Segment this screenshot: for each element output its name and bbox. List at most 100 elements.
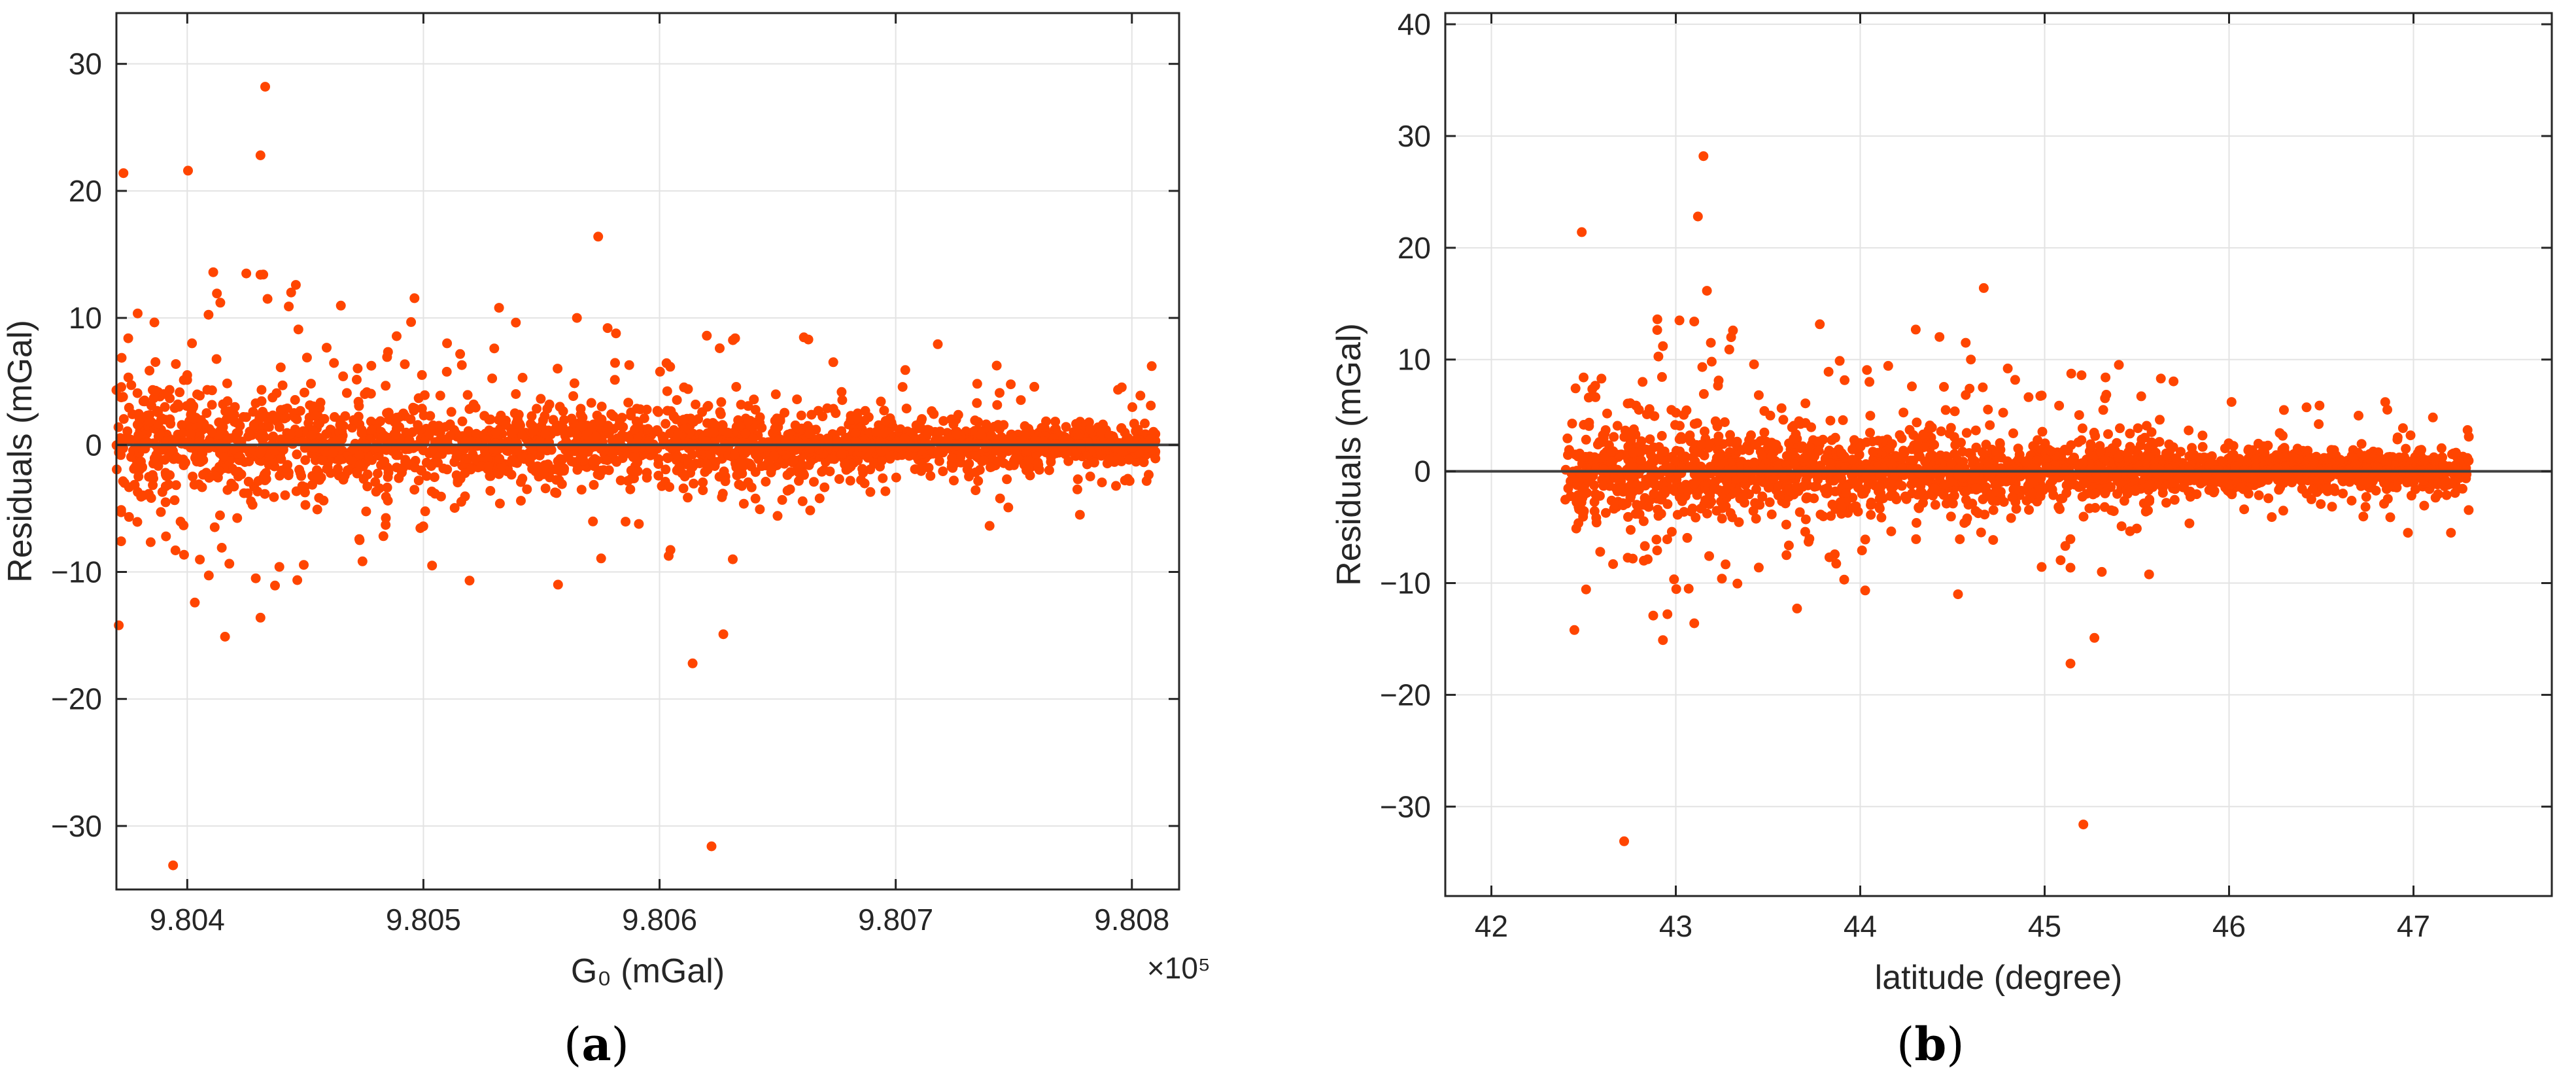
data-point bbox=[1874, 502, 1884, 512]
data-point bbox=[2394, 452, 2405, 462]
data-point bbox=[511, 389, 521, 399]
data-point bbox=[133, 308, 143, 319]
data-point bbox=[271, 388, 282, 398]
data-point bbox=[702, 330, 712, 341]
data-point bbox=[804, 429, 815, 439]
data-point bbox=[2169, 376, 2179, 387]
data-point bbox=[2108, 506, 2119, 516]
data-point bbox=[250, 573, 261, 583]
data-point bbox=[2008, 428, 2018, 438]
data-point bbox=[569, 378, 579, 388]
data-point bbox=[171, 359, 181, 370]
data-point bbox=[253, 476, 264, 486]
data-point bbox=[349, 415, 359, 425]
data-point bbox=[248, 407, 258, 417]
data-point bbox=[1886, 526, 1897, 536]
data-point bbox=[661, 358, 672, 368]
data-point bbox=[290, 395, 300, 405]
data-point bbox=[603, 421, 613, 431]
data-point bbox=[1146, 361, 1157, 371]
data-point bbox=[611, 328, 621, 339]
data-point bbox=[703, 462, 713, 472]
data-point bbox=[698, 485, 708, 496]
data-point bbox=[1609, 432, 1619, 442]
data-point bbox=[163, 479, 174, 490]
data-point bbox=[602, 323, 613, 334]
data-point bbox=[2021, 495, 2032, 506]
data-point bbox=[1955, 534, 1965, 544]
data-point bbox=[672, 451, 683, 461]
data-point bbox=[738, 498, 749, 509]
data-point bbox=[2428, 412, 2438, 423]
data-point bbox=[1781, 451, 1792, 461]
data-point bbox=[1977, 447, 1987, 457]
data-point bbox=[908, 428, 918, 438]
data-point bbox=[2098, 405, 2108, 415]
data-point bbox=[1800, 526, 1810, 537]
data-point bbox=[1930, 500, 1940, 510]
data-point bbox=[179, 549, 189, 560]
data-point bbox=[299, 560, 309, 570]
data-point bbox=[356, 428, 367, 438]
data-point bbox=[116, 505, 126, 515]
data-point bbox=[2112, 471, 2122, 481]
data-point bbox=[1646, 450, 1657, 460]
data-point bbox=[836, 449, 847, 460]
data-point bbox=[617, 441, 627, 452]
data-point bbox=[1104, 454, 1114, 464]
data-point bbox=[118, 392, 128, 402]
data-point bbox=[589, 479, 599, 490]
data-point bbox=[252, 487, 263, 496]
data-point bbox=[1773, 490, 1783, 500]
x-multiplier-label: ×10⁵ bbox=[1147, 951, 1211, 985]
data-point bbox=[2053, 502, 2064, 512]
data-point bbox=[2346, 496, 2357, 506]
x-tick-label: 9.806 bbox=[622, 903, 697, 937]
data-point bbox=[2406, 491, 2416, 501]
data-point bbox=[280, 490, 290, 500]
data-point bbox=[1988, 505, 1999, 515]
data-point bbox=[511, 445, 522, 456]
data-point bbox=[218, 422, 228, 432]
data-point bbox=[1757, 491, 1768, 502]
data-point bbox=[2243, 444, 2254, 455]
data-point bbox=[1751, 513, 1761, 524]
data-point bbox=[457, 416, 468, 426]
data-point bbox=[2066, 368, 2076, 379]
data-point bbox=[665, 545, 676, 555]
data-point bbox=[1970, 425, 1981, 436]
data-point bbox=[628, 452, 638, 462]
data-point bbox=[1939, 382, 1949, 392]
data-point bbox=[1685, 430, 1695, 441]
data-point bbox=[306, 379, 316, 389]
data-point bbox=[588, 516, 598, 526]
data-point bbox=[1799, 453, 1810, 463]
data-point bbox=[1721, 477, 1732, 487]
data-point bbox=[218, 452, 229, 462]
data-point bbox=[1653, 504, 1663, 515]
data-point bbox=[207, 427, 217, 438]
data-point bbox=[317, 455, 328, 466]
data-point bbox=[145, 417, 155, 427]
data-point bbox=[536, 421, 547, 431]
data-point bbox=[2011, 504, 2021, 514]
data-point bbox=[834, 474, 844, 484]
data-point bbox=[1140, 419, 1150, 428]
data-point bbox=[1857, 545, 1867, 556]
data-point bbox=[2090, 431, 2101, 441]
data-point bbox=[999, 420, 1009, 430]
data-point bbox=[1914, 502, 1924, 513]
data-point bbox=[1866, 500, 1876, 510]
data-point bbox=[662, 453, 672, 463]
data-point bbox=[148, 393, 159, 404]
data-point bbox=[417, 404, 427, 414]
data-point bbox=[361, 506, 371, 517]
data-point bbox=[307, 479, 317, 490]
data-point bbox=[490, 438, 501, 448]
data-point bbox=[354, 460, 365, 470]
data-point bbox=[632, 404, 642, 414]
data-point bbox=[515, 421, 525, 431]
data-point bbox=[1912, 417, 1922, 428]
data-point bbox=[1810, 481, 1820, 492]
data-point bbox=[203, 309, 214, 320]
